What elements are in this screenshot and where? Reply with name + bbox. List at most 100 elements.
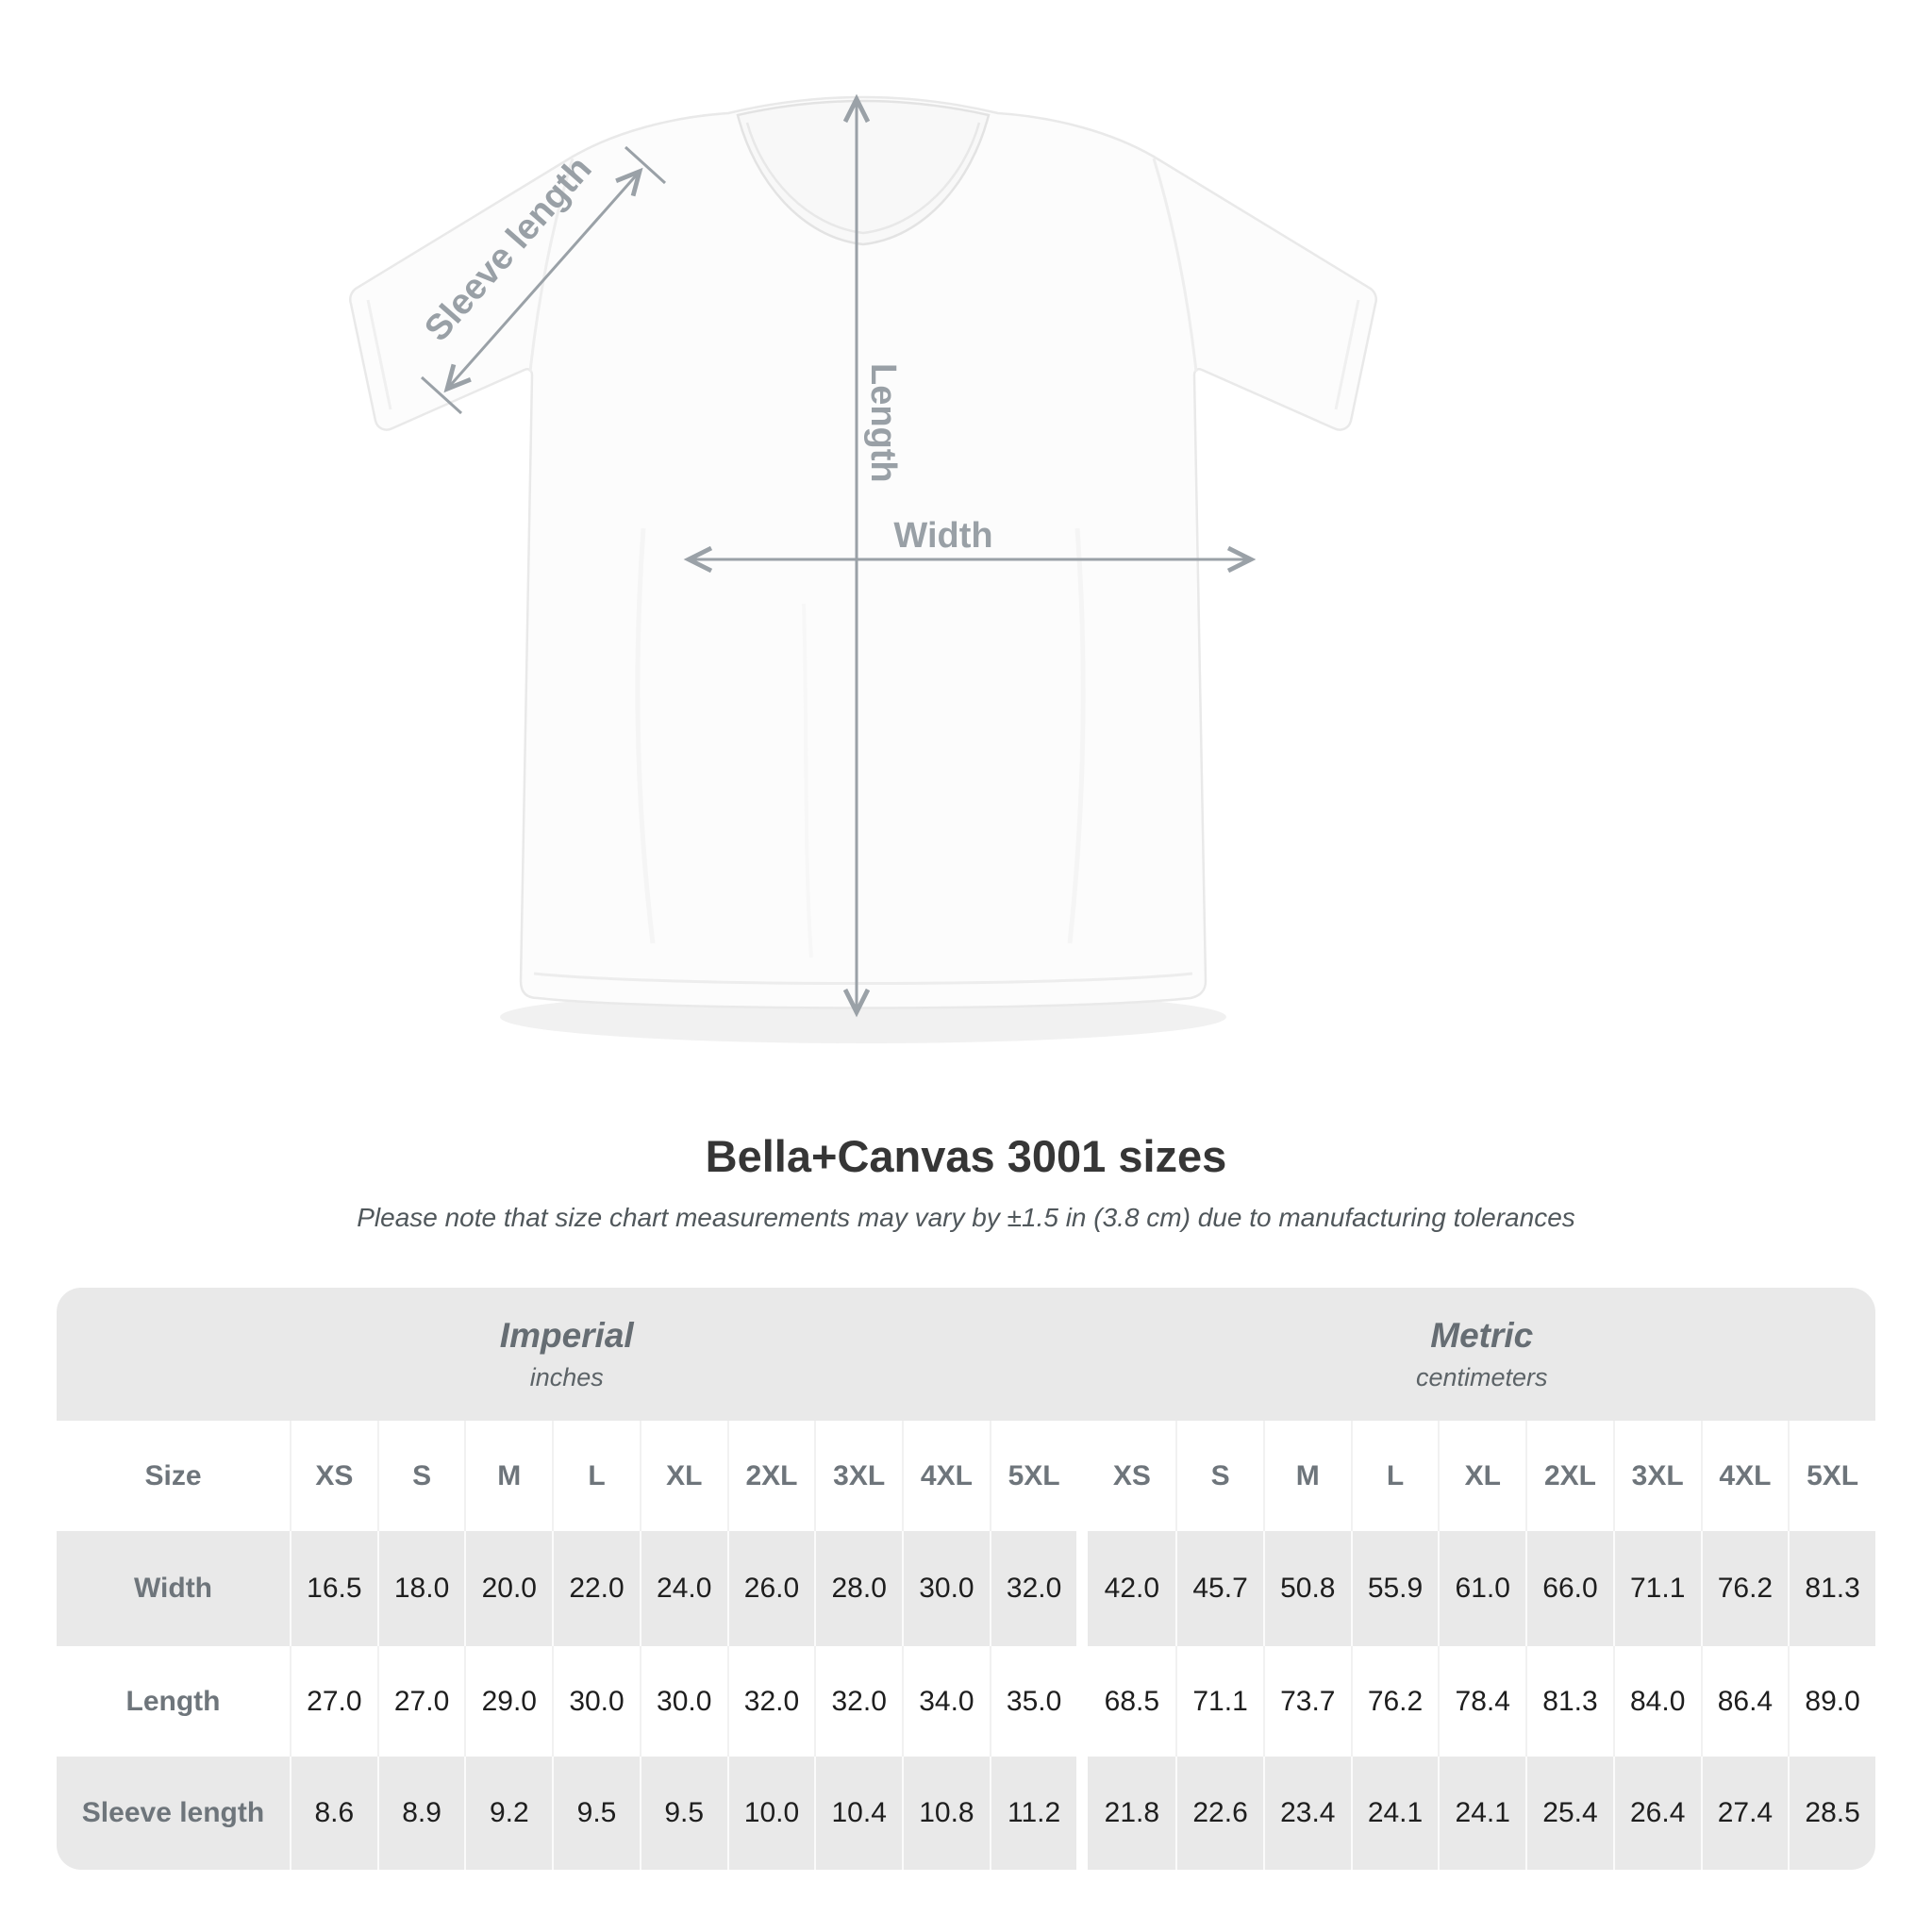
value-cell: 50.8	[1262, 1531, 1351, 1646]
value-cell: 45.7	[1175, 1531, 1263, 1646]
value-cell: 10.0	[726, 1757, 815, 1870]
size-col-header: L	[552, 1421, 640, 1531]
value-cell: 22.0	[552, 1531, 640, 1646]
value-cell: 61.0	[1438, 1531, 1525, 1646]
size-col-header: 4XL	[1700, 1421, 1789, 1531]
fabric-fold	[802, 603, 813, 958]
value-cell: 27.0	[376, 1646, 465, 1757]
page-title: Bella+Canvas 3001 sizes	[705, 1131, 1227, 1181]
value-cell: 27.0	[290, 1646, 377, 1757]
section-divider	[1076, 1646, 1089, 1757]
value-cell: 9.2	[464, 1757, 552, 1870]
fabric-fold	[1067, 527, 1086, 944]
table-row: Length 27.0 27.0 29.0 30.0 30.0 32.0 32.0 34.0 35…	[57, 1646, 1875, 1757]
right-sleeve-seam	[1152, 158, 1198, 373]
size-col-header: XL	[639, 1421, 727, 1531]
table-header-row: Size XS S M L XL 2XL 3XL 4XL 5XL XS S M L XL 2XL 3XL 4XL 5…	[57, 1421, 1875, 1531]
value-cell: 66.0	[1525, 1531, 1613, 1646]
section-metric-name: Metric	[1430, 1316, 1534, 1355]
value-cell: 16.5	[290, 1531, 377, 1646]
value-cell: 89.0	[1788, 1646, 1875, 1757]
fabric-fold	[635, 527, 656, 944]
size-col-header: 4XL	[902, 1421, 990, 1531]
title-block: Bella+Canvas 3001 sizes Please note that…	[0, 1130, 1932, 1233]
section-metric-unit: centimeters	[1415, 1363, 1548, 1391]
right-sleeve-hem	[1334, 299, 1360, 410]
section-imperial-unit: inches	[529, 1363, 604, 1391]
value-cell: 81.3	[1525, 1646, 1613, 1757]
value-cell: 11.2	[989, 1757, 1077, 1870]
size-col-header: M	[464, 1421, 552, 1531]
value-cell: 18.0	[376, 1531, 465, 1646]
row-label: Sleeve length	[81, 1797, 265, 1828]
size-col-header: 3XL	[1612, 1421, 1701, 1531]
size-col-header: XL	[1438, 1421, 1525, 1531]
section-divider	[1076, 1421, 1089, 1531]
value-cell: 32.0	[989, 1531, 1077, 1646]
value-cell: 81.3	[1788, 1531, 1875, 1646]
size-col-header: L	[1350, 1421, 1439, 1531]
value-cell: 68.5	[1104, 1685, 1160, 1717]
value-cell: 26.4	[1612, 1757, 1701, 1870]
value-cell: 10.4	[814, 1757, 902, 1870]
size-col-header: 5XL	[989, 1421, 1077, 1531]
size-col-header: 2XL	[726, 1421, 815, 1531]
section-divider	[1076, 1757, 1089, 1870]
size-col-header: M	[1262, 1421, 1351, 1531]
value-cell: 24.1	[1438, 1757, 1525, 1870]
value-cell: 25.4	[1525, 1757, 1613, 1870]
table-row: Width 16.5 18.0 20.0 22.0 24.0 26.0 28.0 30.0 32.…	[57, 1531, 1875, 1646]
value-cell: 28.5	[1788, 1757, 1875, 1870]
value-cell: 22.6	[1175, 1757, 1263, 1870]
value-cell: 76.2	[1700, 1531, 1789, 1646]
row-label: Width	[133, 1573, 213, 1604]
section-metric: Metric centimeters	[1089, 1288, 1876, 1421]
left-sleeve-hem	[366, 299, 392, 410]
size-col-header: XS	[1112, 1459, 1151, 1491]
size-table: Imperial inches Metric centimeters Size X…	[57, 1288, 1875, 1870]
value-cell: 32.0	[726, 1646, 815, 1757]
row-label: Length	[125, 1685, 221, 1717]
value-cell: 32.0	[814, 1646, 902, 1757]
value-cell: 9.5	[552, 1757, 640, 1870]
value-cell: 76.2	[1350, 1646, 1439, 1757]
value-cell: 71.1	[1612, 1531, 1701, 1646]
value-cell: 78.4	[1438, 1646, 1525, 1757]
section-imperial: Imperial inches	[57, 1288, 1077, 1421]
value-cell: 21.8	[1104, 1797, 1160, 1828]
value-cell: 24.1	[1350, 1757, 1439, 1870]
value-cell: 29.0	[464, 1646, 552, 1757]
value-cell: 9.5	[639, 1757, 727, 1870]
value-cell: 20.0	[464, 1531, 552, 1646]
value-cell: 73.7	[1262, 1646, 1351, 1757]
size-col-header: 3XL	[814, 1421, 902, 1531]
value-cell: 24.0	[639, 1531, 727, 1646]
table-row: Sleeve length 8.6 8.9 9.2 9.5 9.5 10.0 10.4 10.8…	[57, 1757, 1875, 1870]
value-cell: 84.0	[1612, 1646, 1701, 1757]
value-cell: 27.4	[1700, 1757, 1789, 1870]
sleeve-length-arrow	[443, 167, 643, 393]
size-corner-label: Size	[144, 1459, 202, 1491]
sleeve-length-tick	[420, 375, 463, 415]
value-cell: 8.9	[376, 1757, 465, 1870]
sleeve-length-tick	[624, 145, 667, 185]
sleeve-length-annotation	[420, 145, 667, 415]
section-divider	[1076, 1531, 1089, 1646]
value-cell: 55.9	[1350, 1531, 1439, 1646]
size-col-header: XS	[290, 1421, 377, 1531]
value-cell: 28.0	[814, 1531, 902, 1646]
tshirt-diagram-svg: Sleeve length Length Width	[348, 93, 1378, 1043]
value-cell: 8.6	[290, 1757, 377, 1870]
value-cell: 71.1	[1175, 1646, 1263, 1757]
size-col-header: S	[1175, 1421, 1263, 1531]
value-cell: 30.0	[552, 1646, 640, 1757]
length-label: Length	[863, 363, 903, 483]
table-section-band: Imperial inches Metric centimeters	[57, 1288, 1875, 1421]
section-imperial-name: Imperial	[499, 1316, 634, 1355]
value-cell: 34.0	[902, 1646, 990, 1757]
value-cell: 23.4	[1262, 1757, 1351, 1870]
size-col-header: 2XL	[1525, 1421, 1613, 1531]
width-label: Width	[893, 516, 992, 556]
value-cell: 35.0	[989, 1646, 1077, 1757]
